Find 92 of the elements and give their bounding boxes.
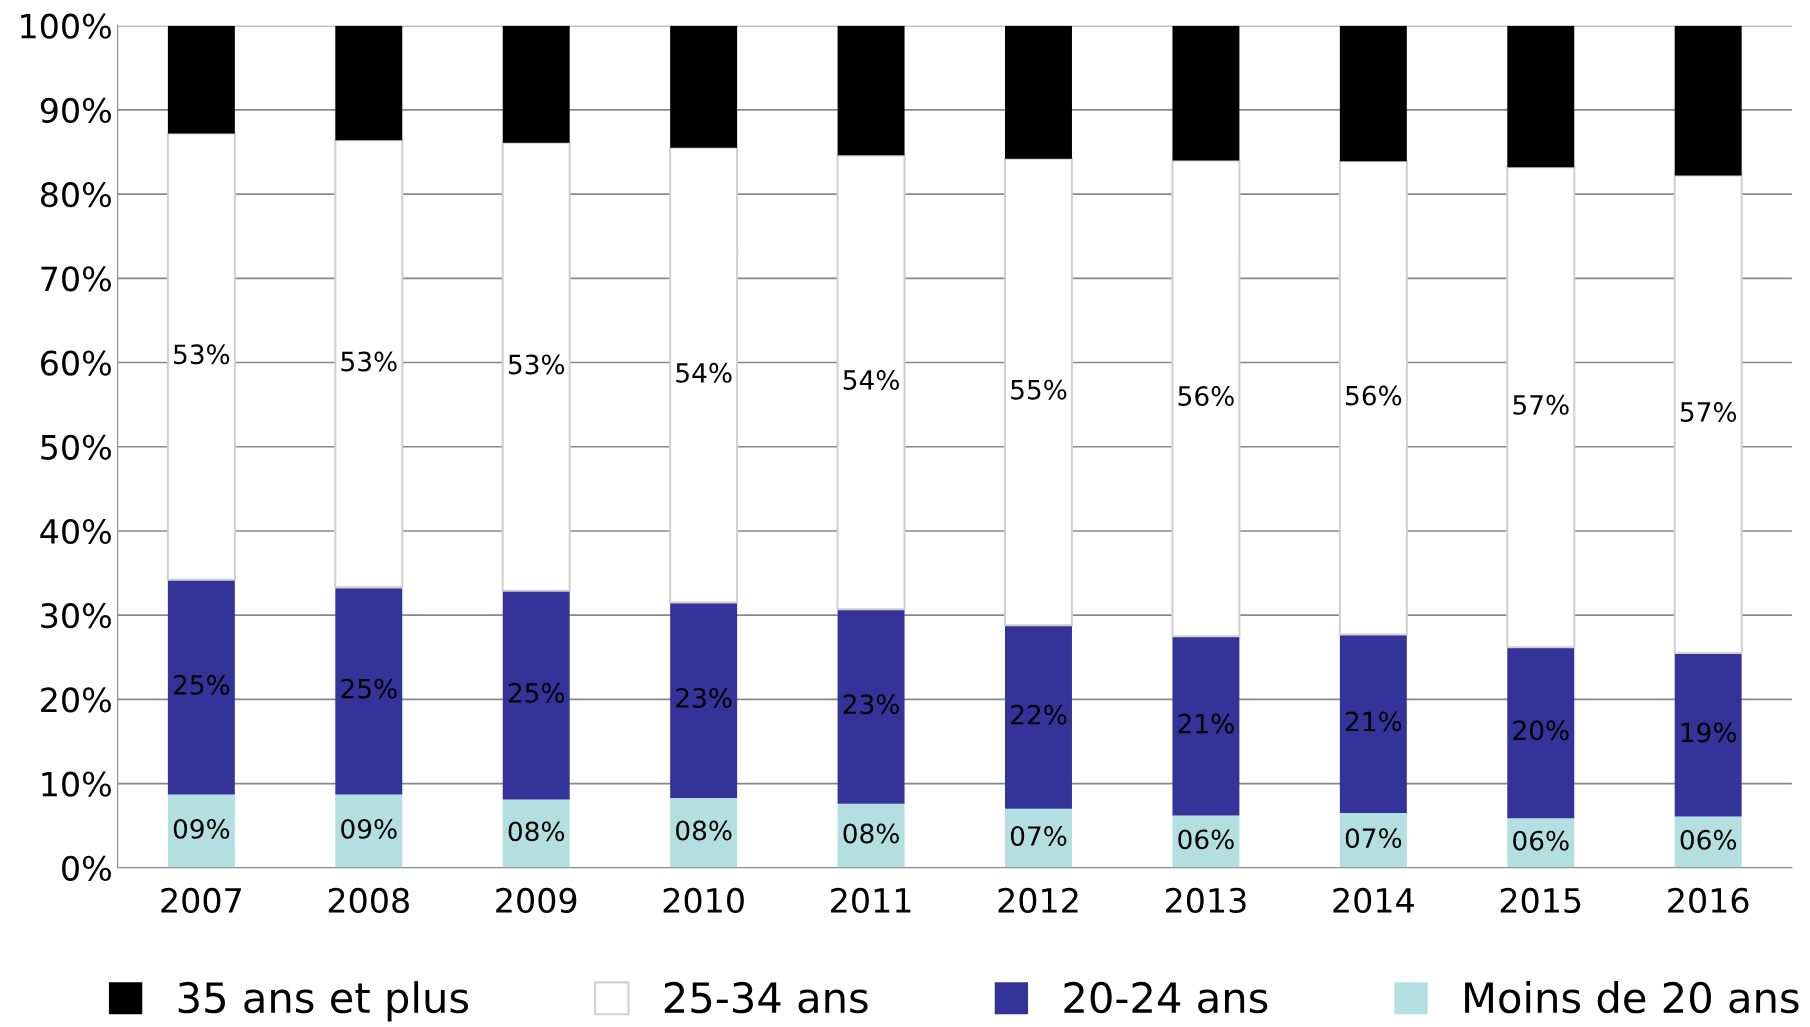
bar — [1172, 25, 1240, 161]
y-tick-label: 60% — [41, 350, 111, 376]
data-label: 07% — [1345, 828, 1402, 849]
bar — [1171, 159, 1241, 638]
bar — [501, 141, 571, 592]
bar — [836, 154, 906, 611]
legend-label: Moins de 20 ans — [1465, 981, 1799, 1014]
data-label: 53% — [341, 351, 397, 372]
x-tick-label: 2009 — [496, 887, 577, 914]
y-tick-label: 100% — [21, 13, 111, 39]
data-label: 25% — [173, 674, 230, 695]
bar — [1003, 157, 1074, 627]
data-label: 21% — [1178, 713, 1234, 734]
bar — [670, 797, 738, 868]
bar — [1506, 166, 1576, 649]
x-tick-label: 2007 — [161, 887, 241, 914]
data-label: 08% — [508, 821, 565, 842]
data-label: 09% — [173, 818, 230, 839]
bar — [837, 803, 905, 868]
x-tick-label: 2015 — [1500, 887, 1581, 914]
bar — [1674, 25, 1742, 176]
bar — [335, 587, 403, 795]
data-label: 21% — [1345, 711, 1402, 732]
bar — [1507, 647, 1575, 819]
bar — [1339, 813, 1407, 868]
y-tick-label: 40% — [40, 518, 111, 545]
legend-label: 35 ans et plus — [178, 981, 469, 1022]
data-label: 20% — [1513, 720, 1569, 741]
y-tick-label: 30% — [41, 603, 111, 629]
data-label: 08% — [843, 823, 899, 844]
bar — [1005, 625, 1072, 809]
data-label: 57% — [1513, 394, 1569, 415]
bar — [1172, 636, 1240, 816]
bar — [502, 590, 570, 800]
bar — [1673, 174, 1743, 655]
y-tick-label: 50% — [41, 434, 111, 460]
data-label: 53% — [508, 354, 565, 375]
data-label: 06% — [1178, 829, 1234, 850]
data-label: 53% — [174, 344, 230, 365]
bar — [1338, 160, 1408, 636]
x-tick-label: 2012 — [998, 887, 1078, 914]
bar — [1674, 653, 1742, 817]
x-tick-label: 2016 — [1668, 887, 1749, 914]
data-label: 22% — [1011, 704, 1067, 725]
data-label: 09% — [341, 818, 397, 839]
data-label: 57% — [1680, 402, 1737, 422]
bar — [669, 146, 739, 604]
bar — [335, 794, 403, 868]
bar — [334, 139, 404, 589]
x-tick-label: 2010 — [663, 887, 744, 914]
bar — [837, 609, 905, 804]
bar — [167, 794, 235, 868]
x-tick-label: 2008 — [328, 887, 409, 914]
data-label: 56% — [1346, 385, 1402, 406]
data-label: 19% — [1681, 722, 1737, 743]
bar — [1339, 634, 1407, 814]
data-label: 54% — [676, 362, 732, 383]
legend-label: 20-24 ans — [1064, 981, 1268, 1014]
bar — [502, 799, 570, 868]
bar — [837, 25, 905, 156]
y-tick-label: 20% — [41, 687, 111, 713]
bar — [166, 132, 236, 581]
data-label: 08% — [676, 820, 732, 841]
bar — [1005, 808, 1072, 868]
y-tick-label: 70% — [41, 266, 111, 292]
data-label: 23% — [676, 687, 732, 708]
x-tick-label: 2013 — [1165, 887, 1246, 914]
data-label: 54% — [843, 370, 899, 390]
bar — [670, 25, 738, 148]
bar — [1005, 25, 1072, 159]
data-label: 23% — [843, 694, 899, 715]
data-label: 55% — [1011, 379, 1067, 400]
bar — [670, 602, 738, 798]
legend-label: 25-34 ans — [664, 981, 868, 1014]
x-tick-label: 2014 — [1333, 887, 1414, 914]
data-label: 07% — [1010, 826, 1067, 846]
bar — [1339, 25, 1407, 162]
data-label: 06% — [1680, 829, 1737, 850]
bar — [335, 25, 403, 141]
y-tick-label: 90% — [40, 97, 111, 124]
data-label: 06% — [1513, 830, 1569, 851]
bar — [167, 25, 235, 134]
bar — [167, 579, 235, 795]
y-tick-label: 0% — [62, 855, 111, 881]
bar — [502, 25, 570, 143]
x-tick-label: 2011 — [831, 887, 911, 914]
data-label: 25% — [341, 678, 397, 699]
y-tick-label: 80% — [40, 182, 111, 208]
y-tick-label: 10% — [42, 771, 111, 797]
data-label: 56% — [1178, 386, 1234, 406]
data-label: 25% — [508, 682, 565, 703]
bar — [1507, 25, 1575, 168]
